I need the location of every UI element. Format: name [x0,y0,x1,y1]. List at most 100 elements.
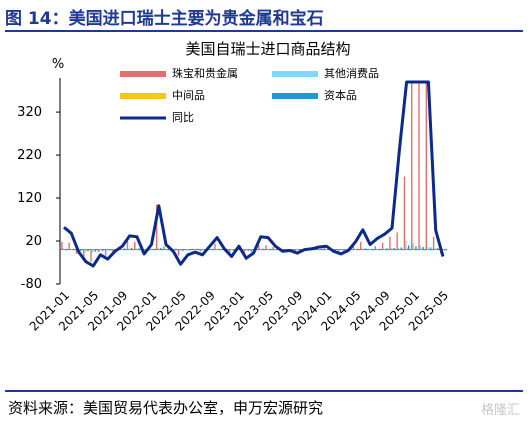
bar [265,245,267,250]
legend-label: 珠宝和贵金属 [172,66,238,80]
bar [84,249,86,252]
y-tick-label: 320 [17,105,42,120]
bar [244,249,247,251]
bar [163,246,165,250]
bar [428,248,430,250]
bar [122,249,124,250]
bar [427,247,429,250]
bar [407,245,410,250]
bar [94,249,96,252]
bar [71,249,73,250]
bar [333,249,336,251]
bar [185,249,187,251]
bar [419,245,422,250]
bar [362,249,365,250]
bottom-rule [5,390,523,392]
y-tick-label: -80 [21,277,42,292]
bar [228,249,231,254]
bar [298,249,301,251]
bar [272,247,274,250]
bar [317,248,320,250]
bar [376,248,378,250]
bar [429,247,432,250]
bar [128,248,130,250]
bar [374,246,377,250]
yoy-line [63,80,445,268]
bar [87,249,89,252]
bar [218,248,220,250]
bar [109,249,111,251]
bar [217,249,219,250]
bar [260,249,263,250]
bar [360,241,362,250]
bar [134,241,136,250]
bar [403,176,406,250]
bar [90,249,92,262]
bar [209,249,212,250]
bar [193,248,196,250]
bar [390,247,392,250]
bar [135,248,137,250]
legend-swatch [272,93,318,99]
bar [157,247,159,250]
bar [275,249,277,250]
bar [174,248,177,250]
bar [320,248,322,250]
bar [368,248,371,250]
chart-title: 美国自瑞士进口商品结构 [185,40,350,58]
bar [340,249,343,251]
bar [100,249,102,251]
x-axis: 2021-012021-052021-092022-012022-052022-… [27,288,451,333]
bar [361,248,363,250]
bar [214,243,216,250]
bar [355,249,357,250]
bar [297,249,299,251]
bar [150,248,152,250]
bar [319,249,321,250]
legend-item: 中间品 [120,89,205,102]
bar [195,249,197,250]
bar [326,249,328,250]
bar [144,249,146,251]
bar [399,248,401,250]
bar [367,248,369,250]
bar [201,249,203,251]
legend-swatch [120,71,166,77]
legend-label: 其他消费品 [324,66,379,80]
bar [273,248,276,250]
bar [400,247,403,250]
bar [104,249,107,256]
bar [259,248,261,250]
bar [91,249,94,254]
bar [437,247,439,250]
bar-series [62,241,443,254]
bar [173,249,175,250]
bar [151,249,153,250]
bar [160,247,162,250]
legend-item: 资本品 [272,88,357,102]
bar [230,249,232,251]
bar [136,249,139,250]
bar [61,241,63,250]
y-unit: % [52,57,64,72]
bar [158,248,161,250]
bar [186,249,188,251]
plot-area [60,80,447,268]
bar [75,249,78,254]
bar [120,248,123,250]
top-rule [5,30,523,32]
bar [83,249,85,260]
bar [106,249,108,251]
watermark: 格隆汇 [480,403,520,418]
bar [384,249,387,250]
bar [72,248,75,250]
y-tick-label: 120 [17,191,42,206]
bar [432,236,435,250]
bar [396,232,398,250]
legend-item: 珠宝和贵金属 [120,66,238,80]
bar [386,248,388,250]
bar [418,82,420,250]
bar [393,247,395,250]
legend-item: 同比 [120,111,194,124]
